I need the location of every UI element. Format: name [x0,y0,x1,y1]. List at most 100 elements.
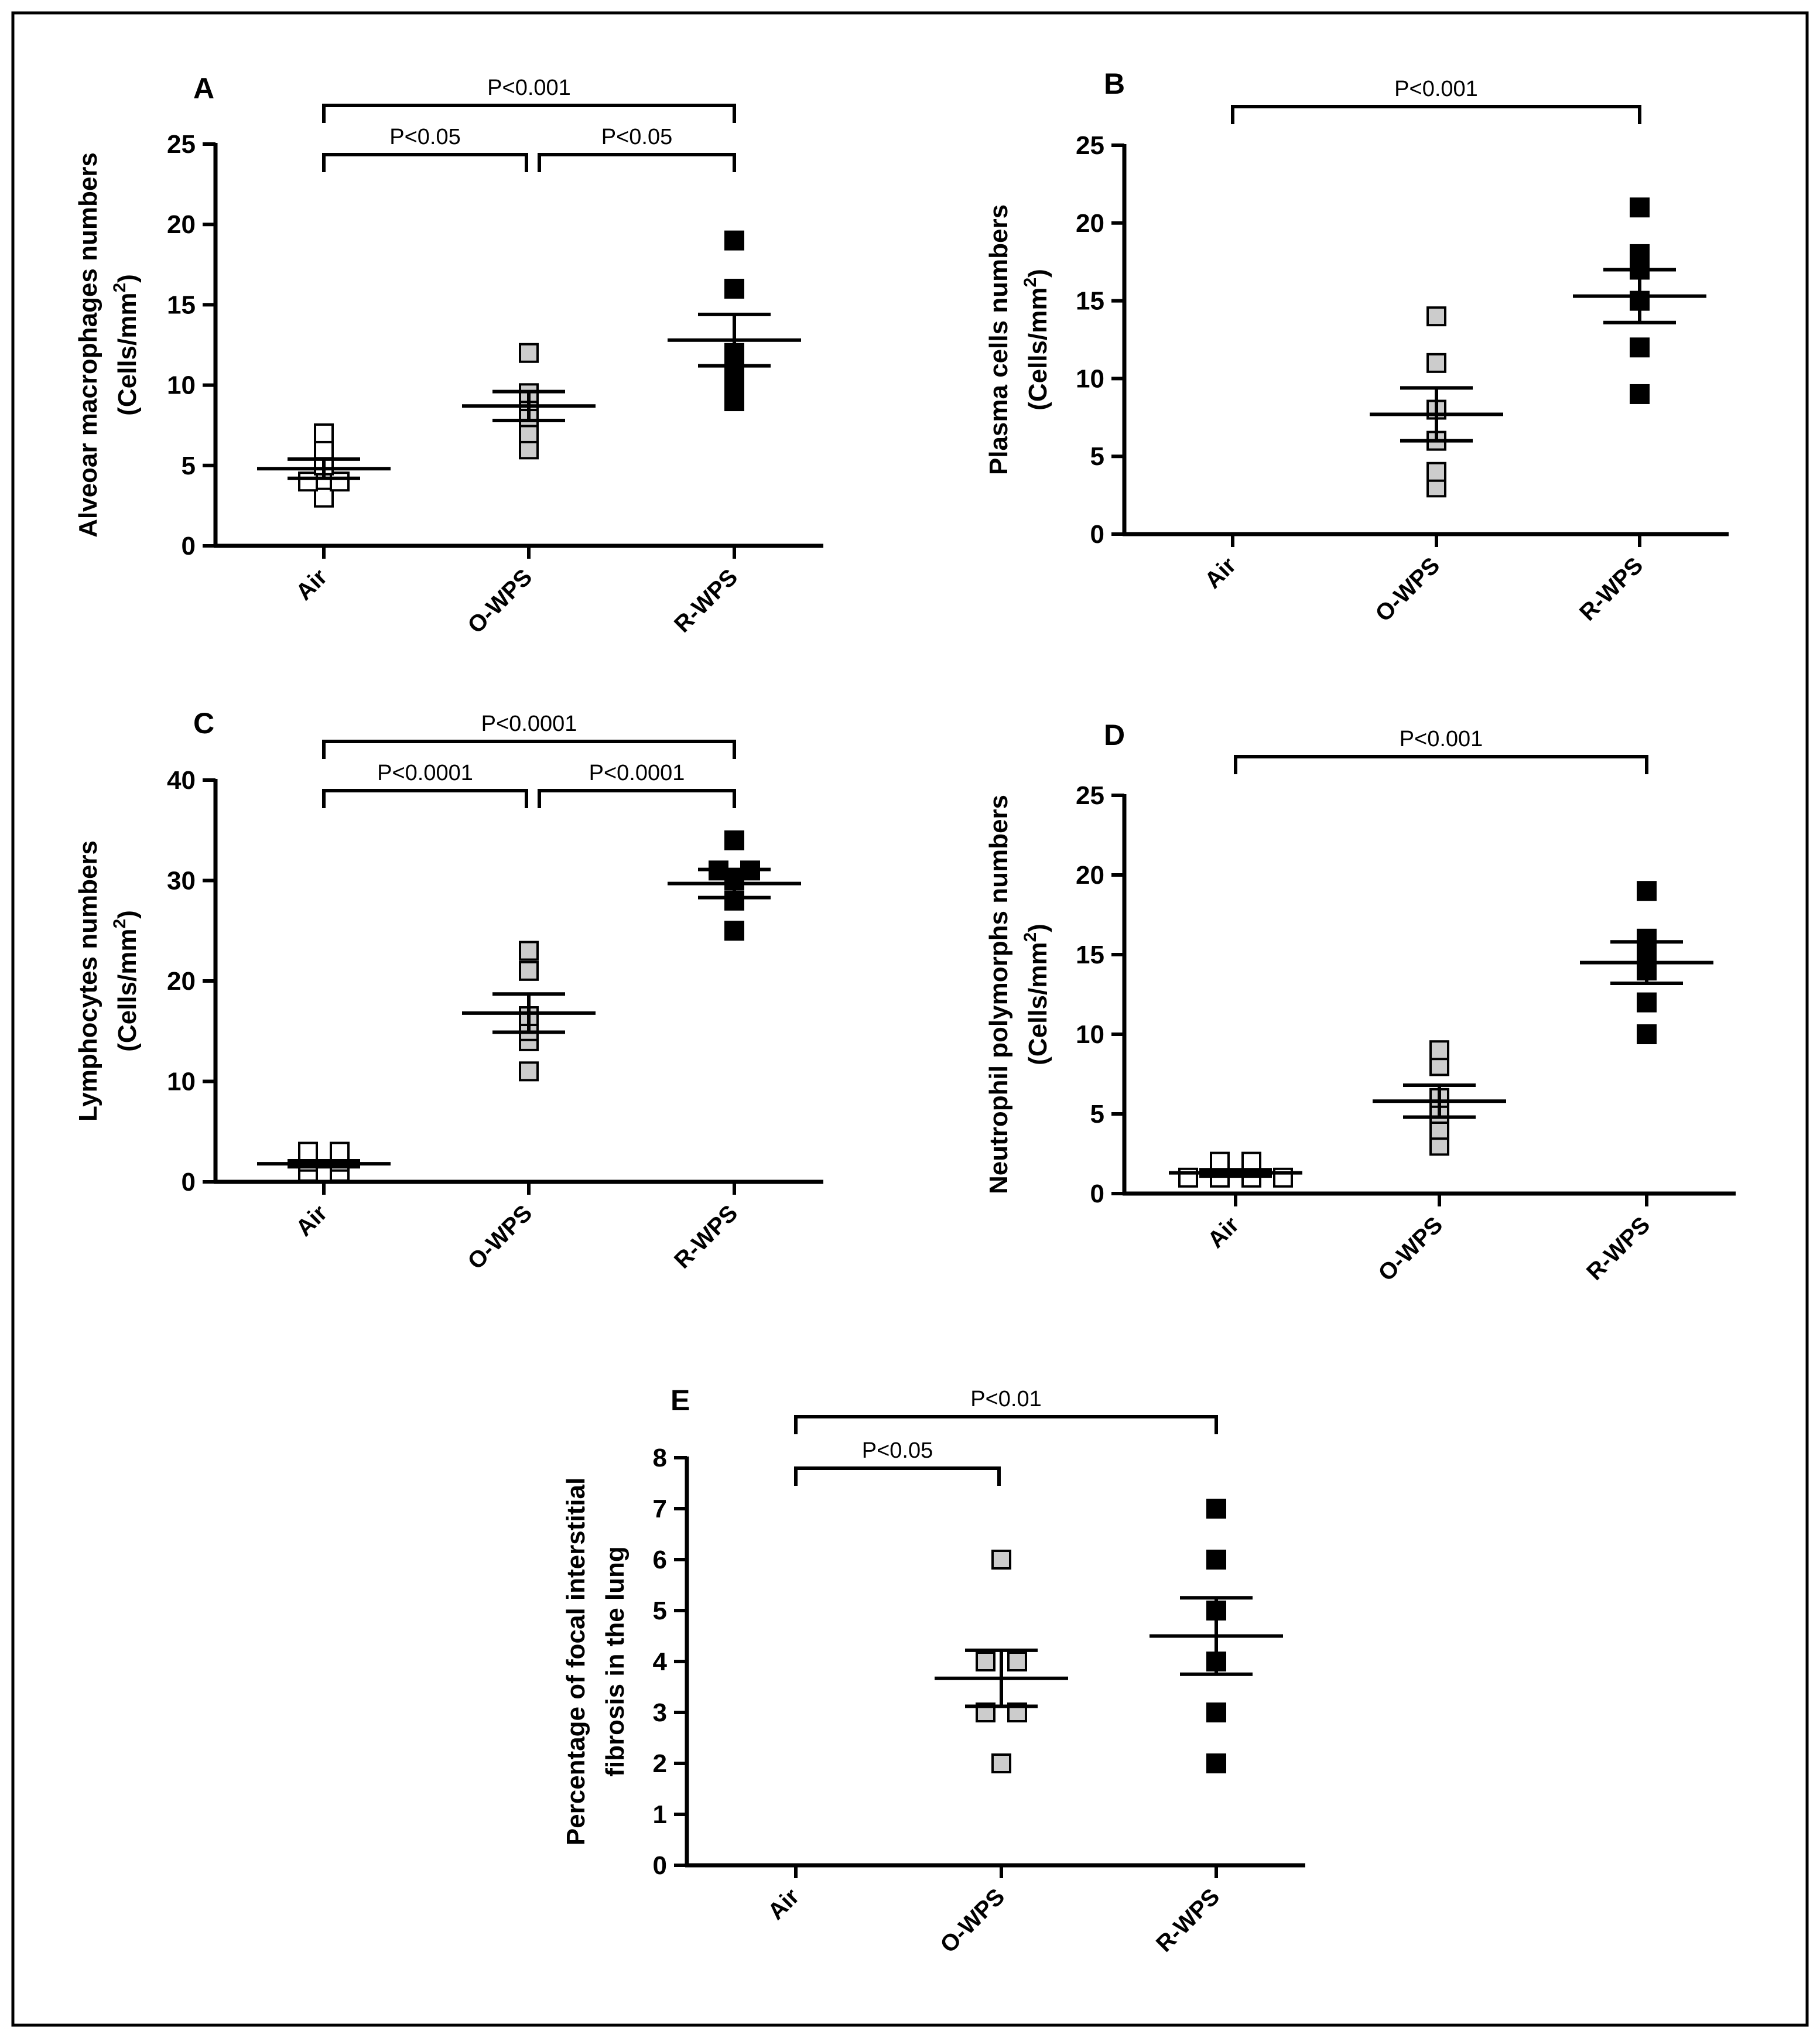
y-tick-label: 20 [167,210,196,239]
y-tick-label: 10 [167,371,196,400]
y-tick-label: 10 [167,1068,196,1096]
y-tick-label: 30 [167,867,196,895]
data-point-r-wps [1206,1550,1226,1570]
y-tick-label: 25 [1076,131,1104,160]
data-point-o-wps [1429,1040,1449,1061]
panel-letter: E [670,1384,690,1417]
y-axis-title: Alveoar macrophages numbers [74,152,102,538]
y-axis-title: Neutrophil polymorphs numbers [984,795,1013,1194]
y-axis-units-sup: 2 [1021,932,1040,942]
data-point-r-wps [1637,992,1657,1013]
y-tick-label: 40 [167,766,196,795]
data-point-o-wps [519,423,539,443]
y-tick-label: 5 [1090,442,1104,471]
data-point-air [298,471,318,492]
panel-letter: A [193,72,214,105]
y-tick-label: 5 [653,1596,667,1625]
y-tick-label: 20 [1076,861,1104,890]
y-axis-units-sup: 2 [1021,278,1040,288]
significance-label: P<0.05 [389,125,461,149]
data-point-r-wps [1630,384,1650,404]
significance-label: P<0.0001 [589,761,685,785]
figure-border [11,11,1809,2027]
data-point-air [314,487,334,508]
data-point-o-wps [1007,1652,1027,1671]
y-axis-units: (Cells/mm2) [110,274,142,416]
data-point-r-wps [1630,244,1650,264]
significance-bracket [794,1466,1001,1486]
data-point-air [298,1141,318,1162]
data-point-o-wps [991,1550,1011,1570]
y-tick-label: 10 [1076,364,1104,393]
y-tick-label: 20 [1076,209,1104,238]
data-point-air [314,423,334,443]
data-point-o-wps [1426,461,1446,482]
y-tick-label: 0 [1090,1180,1104,1208]
y-tick-label: 2 [653,1749,667,1778]
data-point-o-wps [976,1652,995,1671]
data-point-r-wps [1630,337,1650,358]
data-point-o-wps [519,941,539,961]
y-axis-units: (Cells/mm2) [110,910,142,1052]
y-tick-label: 4 [653,1647,668,1676]
y-axis-title: Percentage of focal interstitial [562,1478,590,1845]
y-axis-units-sup: 2 [110,919,129,929]
data-point-air [330,1141,350,1162]
y-axis-title-line2: fibrosis in the lung [601,1546,630,1777]
data-point-r-wps [1630,197,1650,218]
data-point-r-wps [724,230,744,251]
data-point-air [330,471,350,492]
significance-bracket [322,153,528,172]
y-tick-label: 5 [1090,1100,1104,1129]
significance-label: P<0.0001 [377,761,473,785]
significance-bracket [1234,755,1648,774]
y-axis-units-sup: 2 [110,283,129,293]
y-tick-label: 0 [182,1168,196,1196]
significance-label: P<0.001 [1400,727,1483,751]
data-point-r-wps [724,278,744,299]
data-point-r-wps [1206,1753,1226,1773]
significance-label: P<0.001 [487,76,571,100]
significance-bracket [1231,105,1641,124]
significance-label: P<0.01 [970,1387,1042,1411]
y-axis-title: Plasma cells numbers [984,204,1013,475]
y-tick-label: 5 [182,452,196,480]
panel-letter: C [193,707,214,740]
y-axis-units-text: (Cells/mm [113,293,142,416]
significance-label: P<0.05 [862,1438,933,1463]
significance-bracket [322,740,736,759]
y-tick-label: 20 [167,967,196,996]
y-tick-label: 15 [1076,941,1104,969]
significance-bracket [322,104,736,123]
data-point-r-wps [724,921,744,941]
y-tick-label: 25 [167,130,196,159]
data-point-air [1210,1151,1230,1172]
y-axis-units-text: (Cells/mm [1024,942,1052,1065]
data-point-o-wps [519,960,539,981]
data-point-r-wps [724,830,744,850]
y-tick-label: 0 [1090,520,1104,549]
y-tick-label: 6 [653,1546,667,1574]
y-axis-units: (Cells/mm2) [1021,924,1052,1065]
significance-bracket [794,1415,1218,1434]
y-axis-units-close: ) [113,274,142,283]
y-axis-units-close: ) [1024,269,1052,278]
y-axis-units-text: (Cells/mm [113,929,142,1052]
data-point-o-wps [1426,306,1446,327]
y-tick-label: 0 [182,532,196,560]
y-tick-label: 1 [653,1800,667,1829]
panel-letter: D [1104,719,1125,751]
significance-label: P<0.05 [601,125,673,149]
y-tick-label: 10 [1076,1020,1104,1049]
data-point-r-wps [724,391,744,412]
data-point-o-wps [519,343,539,363]
y-axis-title: Lymphocytes numbers [74,840,102,1122]
data-point-o-wps [1429,1056,1449,1076]
y-tick-label: 7 [653,1495,667,1523]
data-point-r-wps [1637,881,1657,901]
significance-bracket [538,153,736,172]
y-tick-label: 3 [653,1698,667,1727]
